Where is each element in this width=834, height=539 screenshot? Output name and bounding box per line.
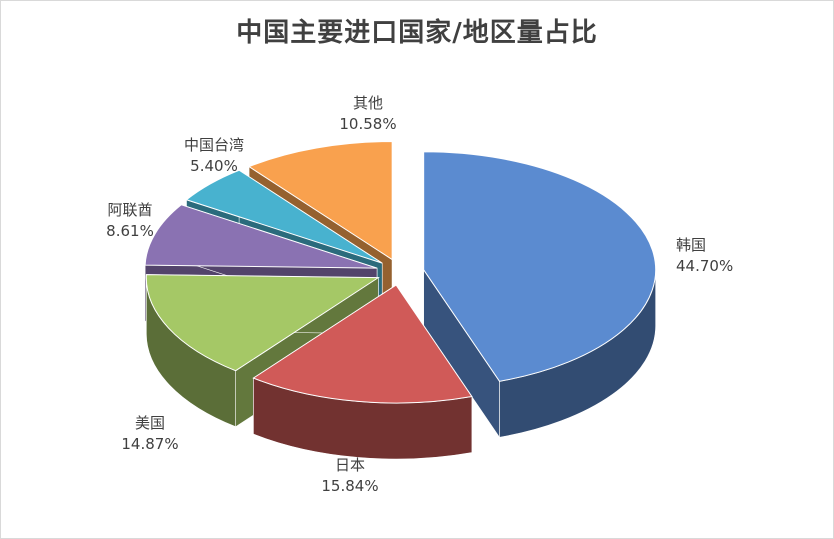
slice-value-3: 8.61% [106, 222, 154, 240]
pie-slice-top [145, 274, 380, 372]
slice-label-1: 日本 [335, 456, 365, 474]
pie-slice-top [423, 151, 657, 382]
pie-slice-top [252, 284, 473, 404]
slice-value-2: 14.87% [121, 435, 178, 453]
slice-label-5: 其他 [353, 94, 383, 112]
pie-slice-top [144, 204, 378, 269]
slice-label-3: 阿联酋 [107, 201, 152, 219]
slice-value-0: 44.70% [676, 257, 733, 275]
pie-slice-1 [252, 284, 473, 460]
slice-label-2: 美国 [135, 414, 165, 432]
chart-title: 中国主要进口国家/地区量占比 [236, 18, 598, 48]
pie-slice-top [247, 141, 393, 261]
slice-label-4: 中国台湾 [184, 136, 244, 154]
slice-value-5: 10.58% [339, 115, 396, 133]
slice-value-1: 15.84% [321, 477, 378, 495]
pie-slice-top [185, 169, 383, 264]
slice-label-0: 韩国 [676, 236, 706, 254]
slice-value-4: 5.40% [190, 157, 238, 175]
pie-slice-0 [423, 151, 657, 439]
